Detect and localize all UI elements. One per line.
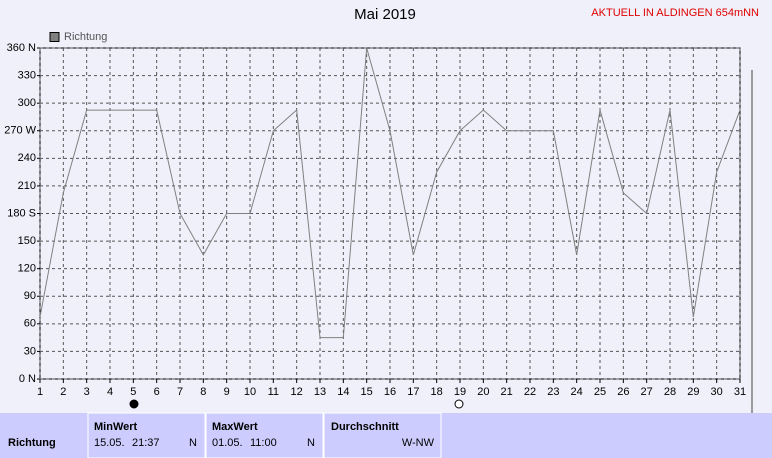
x-tick-label: 6: [154, 386, 160, 398]
y-tick-label: 150: [18, 235, 36, 247]
x-tick-label: 12: [291, 386, 303, 398]
data-line: [39, 47, 741, 339]
summary-title: MinWert: [94, 421, 138, 433]
summary-date: 15.05.: [94, 437, 125, 449]
summary-date: 01.05.: [212, 437, 243, 449]
x-tick-label: 23: [547, 386, 559, 398]
y-tick-label: 120: [18, 263, 36, 275]
x-tick-label: 22: [524, 386, 536, 398]
y-tick-label: 300: [18, 97, 36, 109]
x-tick-label: 11: [268, 386, 279, 398]
x-tick-label: 26: [617, 386, 629, 398]
x-tick-label: 7: [177, 386, 183, 398]
summary-title: MaxWert: [212, 421, 258, 433]
y-tick-label: 210: [18, 180, 36, 192]
summary-time: 11:00: [250, 437, 277, 449]
y-tick-label: 0 N: [19, 373, 36, 385]
x-tick-label: 8: [200, 386, 206, 398]
summary-cell: [87, 412, 206, 458]
x-tick-label: 30: [711, 386, 723, 398]
legend-swatch: [49, 32, 60, 42]
x-tick-label: 16: [384, 386, 396, 398]
summary-title: Durchschnitt: [331, 421, 399, 433]
summary-dir: N: [189, 437, 197, 449]
x-tick-label: 31: [734, 386, 746, 398]
x-tick-label: 10: [244, 386, 256, 398]
summary-dir: W-NW: [402, 437, 435, 449]
y-tick-label: 60: [24, 318, 36, 330]
chart-title: Mai 2019: [354, 6, 416, 23]
x-tick-label: 29: [687, 386, 699, 398]
x-tick-label: 28: [664, 386, 676, 398]
x-tick-label: 17: [407, 386, 419, 398]
x-tick-label: 2: [60, 386, 66, 398]
summary-time: 21:37: [132, 437, 160, 449]
moon-icon: [454, 399, 464, 409]
x-tick-label: 5: [130, 386, 136, 398]
x-tick-label: 21: [501, 386, 513, 398]
y-tick-label: 180 S: [7, 207, 36, 219]
summary-cell: [205, 412, 324, 458]
x-tick-label: 19: [454, 386, 466, 398]
x-tick-label: 1: [37, 386, 43, 398]
summary-cell: [323, 412, 442, 458]
x-tick-label: 9: [224, 386, 230, 398]
y-tick-label: 30: [24, 345, 36, 357]
x-tick-label: 27: [641, 386, 653, 398]
summary-header: Richtung: [8, 437, 56, 449]
y-tick-label: 360 N: [7, 42, 36, 54]
x-tick-label: 13: [314, 386, 326, 398]
y-tick-label: 330: [18, 69, 36, 81]
x-tick-label: 24: [571, 386, 583, 398]
x-tick-label: 18: [431, 386, 443, 398]
summary-dir: N: [307, 437, 315, 449]
x-tick-label: 15: [361, 386, 373, 398]
moon-icon: [129, 399, 139, 409]
annotation: AKTUELL IN ALDINGEN 654mNN: [591, 7, 759, 19]
x-tick-label: 14: [337, 386, 349, 398]
legend-label: Richtung: [64, 31, 107, 43]
y-tick-label: 270 W: [4, 125, 36, 137]
y-tick-label: 240: [18, 152, 36, 164]
x-tick-label: 25: [594, 386, 606, 398]
x-tick-label: 4: [107, 386, 113, 398]
y-tick-label: 90: [24, 290, 36, 302]
x-tick-label: 3: [84, 386, 90, 398]
x-tick-label: 20: [477, 386, 489, 398]
